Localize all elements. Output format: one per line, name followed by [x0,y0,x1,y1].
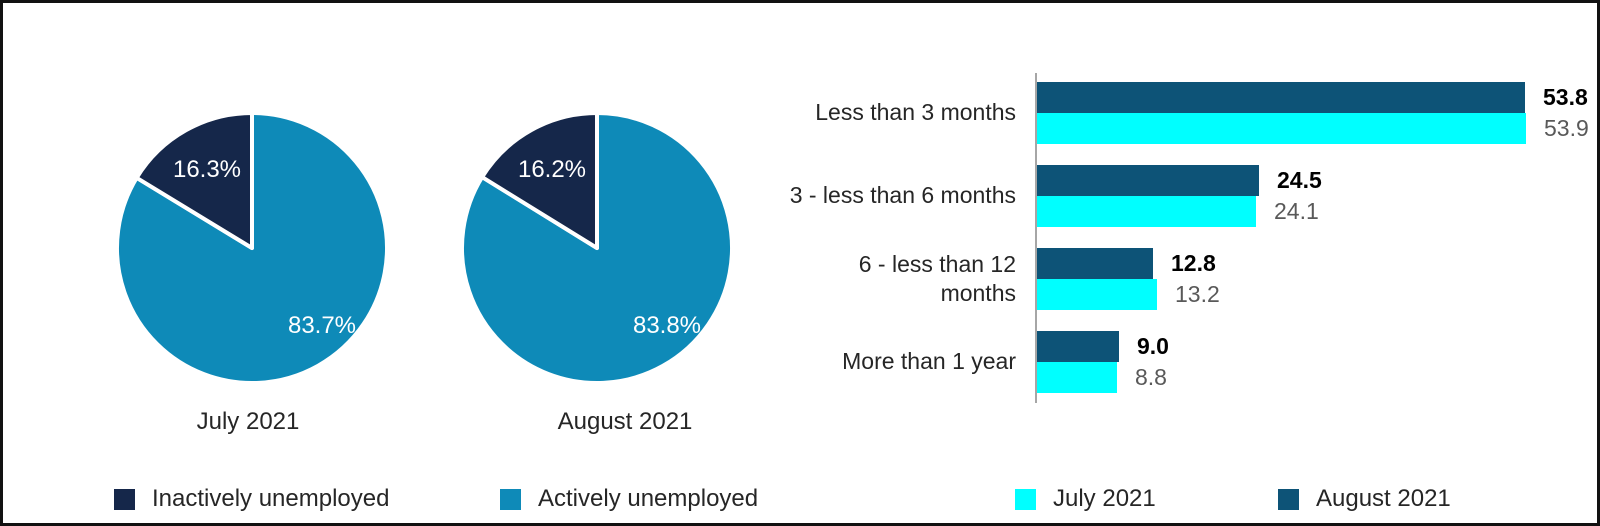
pie-percentage-label: 83.8% [633,312,701,339]
pie-caption-august-2021: August 2021 [557,408,693,435]
bar-value-label: 24.1 [1274,198,1319,224]
bar-category-labels: Less than 3 months 3 - less than 6 months… [786,73,1016,403]
legend-label-august-2021: August 2021 [1316,485,1451,512]
pie-percentage-label: 16.2% [518,156,586,183]
legend-swatch-inactively-unemployed [114,488,135,510]
pie-slice-inactively-unemployed [480,111,599,250]
bar-july-2021-3 [1037,362,1117,393]
bar-value-label: 53.9 [1544,115,1589,141]
bar-category-label: More than 1 year [842,348,1016,375]
bar-chart-plot-area: 53.8 53.9 24.5 24.1 12.8 13.2 9.0 8.8 [1037,73,1597,403]
legend-swatch-july-2021 [1015,488,1036,510]
bar-value-label: 13.2 [1175,281,1220,307]
bar-august-2021-1 [1037,165,1259,196]
bar-value-label: 8.8 [1135,364,1167,390]
bar-august-2021-0 [1037,82,1525,113]
legend-label-july-2021: July 2021 [1053,485,1156,512]
bar-chart-axis-line [1035,73,1037,403]
bar-july-2021-0 [1037,113,1526,144]
legend-label-actively-unemployed: Actively unemployed [538,485,759,512]
legend-item-july-2021: July 2021 [1015,485,1156,512]
bar-category-label: 3 - less than 6 months [789,182,1016,209]
pie-percentage-label: 16.3% [173,156,241,183]
bar-value-label: 53.8 [1543,84,1588,110]
legend-item-inactively-unemployed: Inactively unemployed [114,485,390,512]
pie-chart-august-2021: 83.8% 16.2% [460,111,735,385]
bar-value-label: 9.0 [1137,333,1169,359]
pie-caption-july-2021: July 2021 [196,408,300,435]
bar-july-2021-1 [1037,196,1256,227]
bar-july-2021-2 [1037,279,1157,310]
pie-percentage-label: 83.7% [288,312,356,339]
bar-value-label: 24.5 [1277,167,1322,193]
bar-category-label: 6 - less than 12 months [858,250,1016,306]
legend-label-inactively-unemployed: Inactively unemployed [152,485,390,512]
bar-value-label: 12.8 [1171,250,1216,276]
bar-august-2021-3 [1037,331,1119,362]
bar-category-label: Less than 3 months [815,99,1016,126]
legend-item-august-2021: August 2021 [1278,485,1451,512]
pie-slice-inactively-unemployed [134,111,254,250]
legend-swatch-actively-unemployed [500,488,521,510]
bar-august-2021-2 [1037,248,1153,279]
legend-item-actively-unemployed: Actively unemployed [500,485,759,512]
legend-swatch-august-2021 [1278,488,1299,510]
pie-chart-july-2021: 83.7% 16.3% [115,111,389,385]
